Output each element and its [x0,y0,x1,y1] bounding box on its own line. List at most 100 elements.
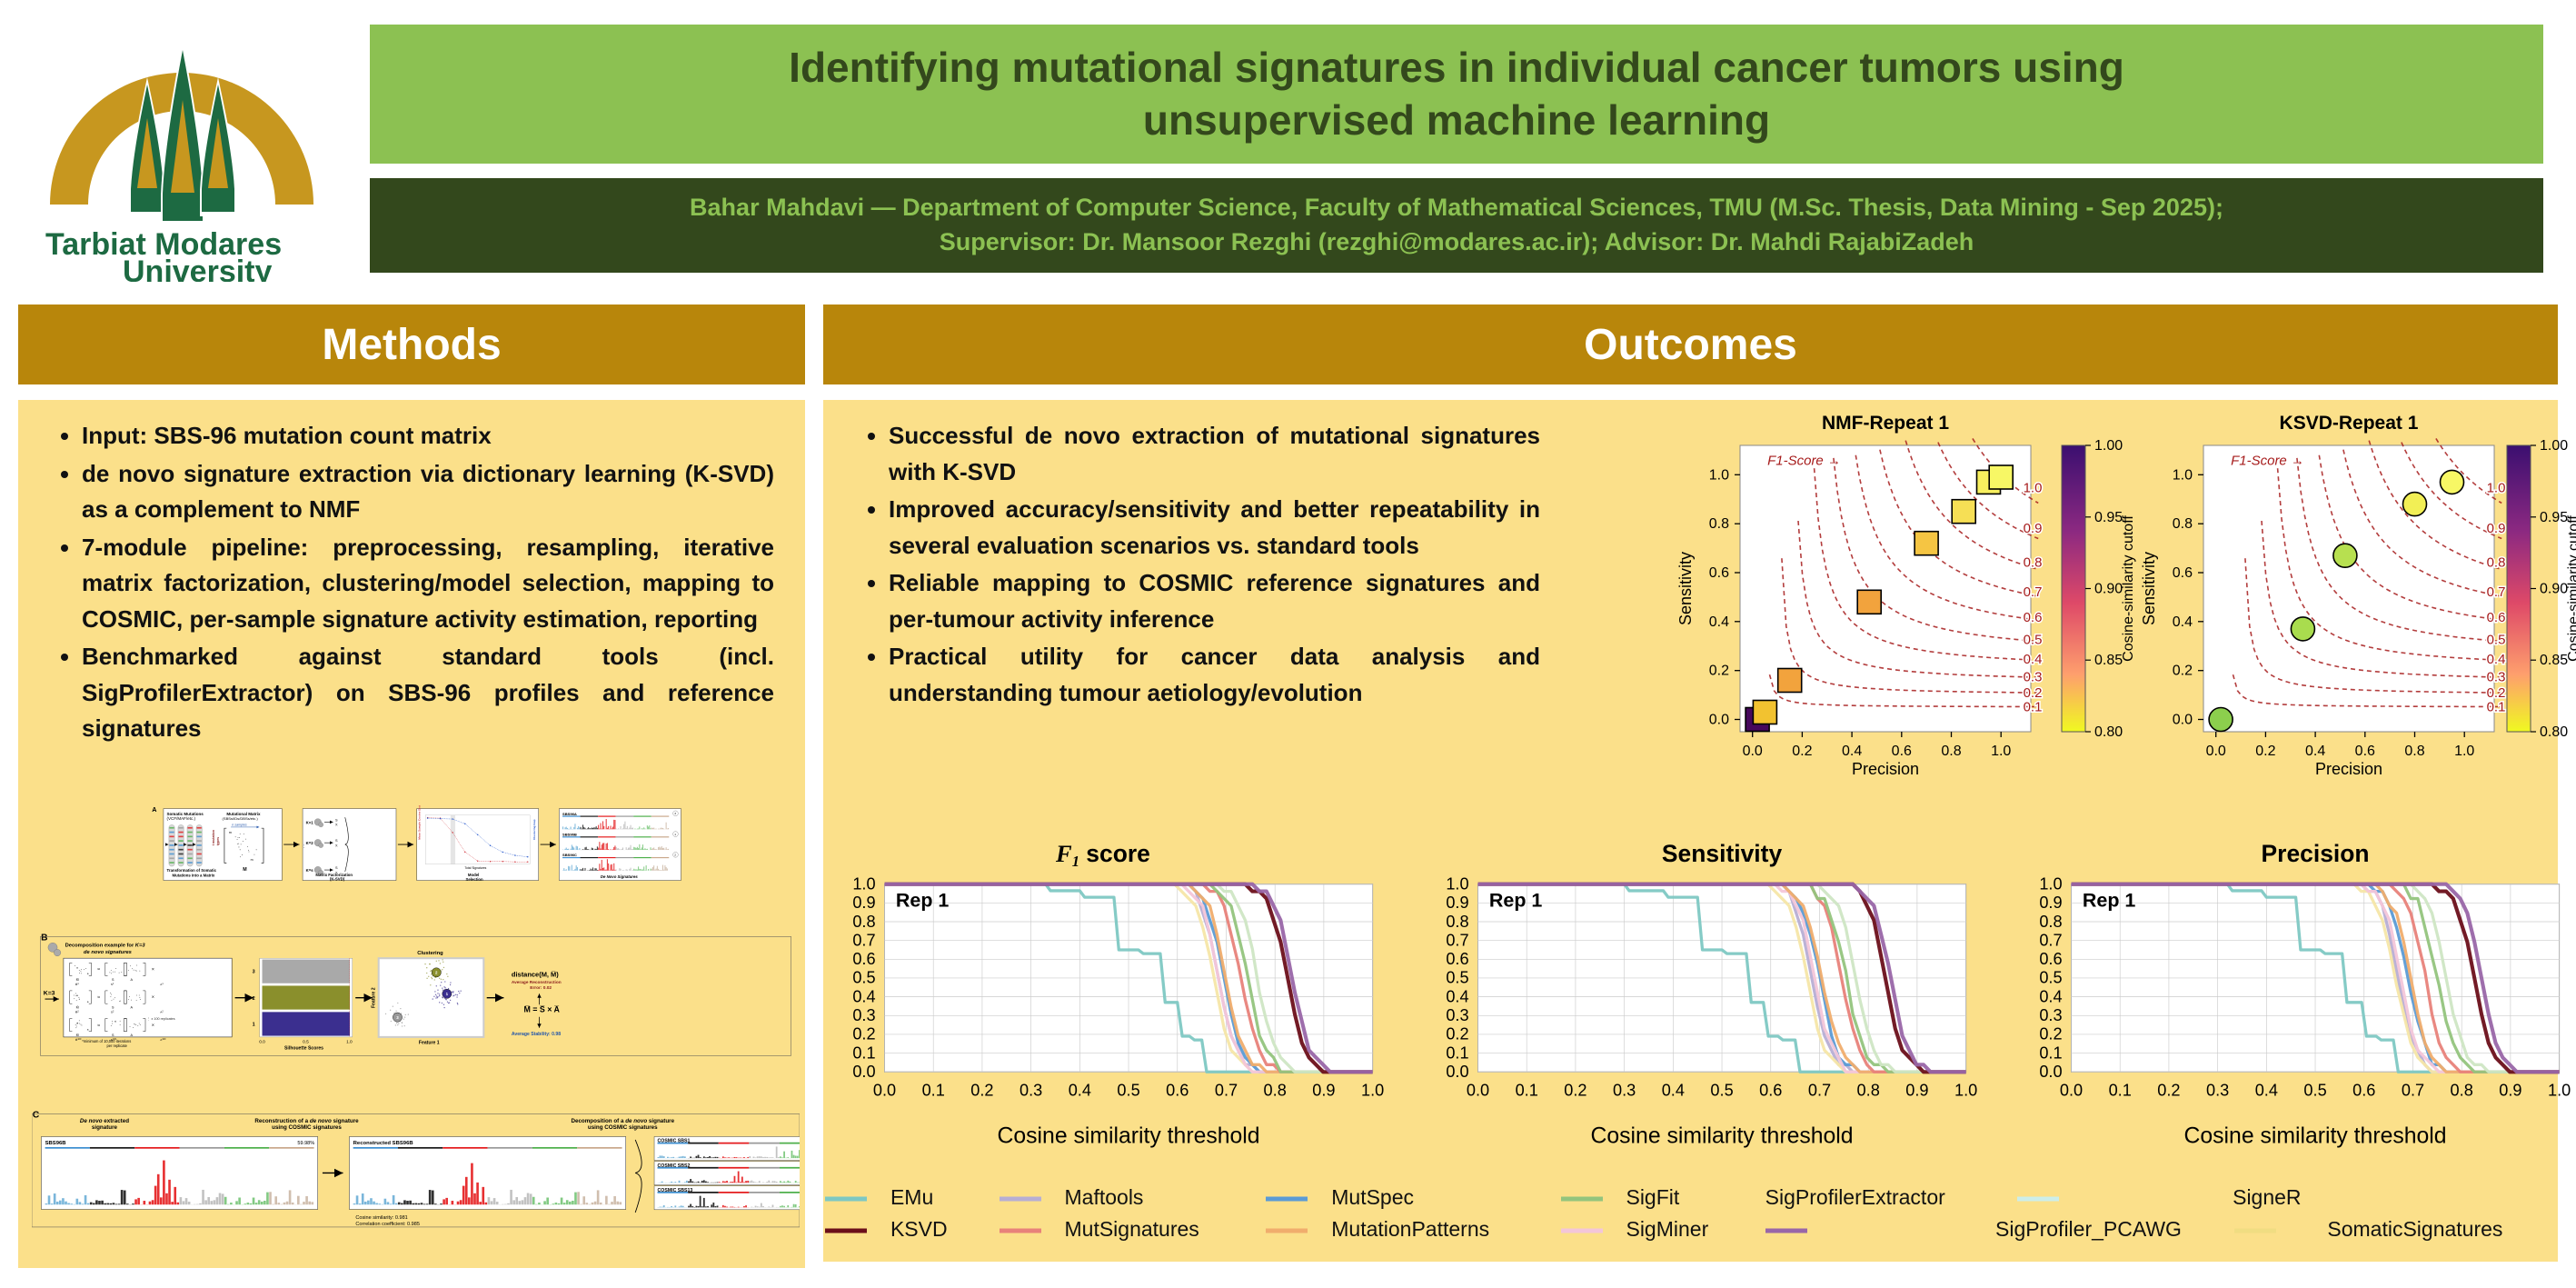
svg-text:0.8: 0.8 [1941,744,1961,759]
svg-text:0.4: 0.4 [852,987,875,1005]
svg-text:1.0: 1.0 [2173,467,2193,483]
svg-text:Precision: Precision [1852,760,1919,778]
svg-text:1.0: 1.0 [852,874,875,893]
svg-text:0.5: 0.5 [2303,1082,2326,1100]
svg-text:Error: 0.02: Error: 0.02 [530,985,552,991]
svg-text:Cosine similarity threshold: Cosine similarity threshold [998,1124,1260,1149]
svg-text:0.6: 0.6 [2352,1082,2375,1100]
svg-text:59.98%: 59.98% [297,1141,314,1146]
svg-text:1.0: 1.0 [2548,1082,2571,1100]
svg-text:a: a [76,965,78,969]
svg-text:A100: A100 [160,1037,166,1042]
svg-text:Sensitivity: Sensitivity [2140,552,2158,625]
svg-text:1.0: 1.0 [1446,874,1468,893]
svg-text:Precision: Precision [2262,840,2370,867]
svg-text:Model: Model [468,873,479,877]
svg-text:2: 2 [253,996,255,1002]
svg-text:0.9: 0.9 [1446,894,1468,912]
svg-text:0.7: 0.7 [852,931,875,949]
svg-text:types: types [216,837,220,845]
svg-text:Mutational Matrix: Mutational Matrix [226,812,261,816]
svg-text:m: m [229,831,232,834]
svg-text:0.6: 0.6 [1166,1082,1189,1100]
svg-text:0.0: 0.0 [2060,1082,2083,1100]
svg-text:0.85: 0.85 [2094,653,2123,668]
svg-text:0.1: 0.1 [1446,1043,1468,1062]
svg-text:0.8: 0.8 [1446,913,1468,931]
svg-text:0.4: 0.4 [2255,1082,2278,1100]
svg-text:Clustering: Clustering [417,951,443,956]
svg-text:M̂100: M̂100 [75,1037,82,1042]
svg-text:0.1: 0.1 [1516,1082,1538,1100]
svg-text:0.85: 0.85 [2540,653,2568,668]
svg-text:0.9: 0.9 [2024,521,2043,536]
svg-text:C: C [33,1111,40,1121]
svg-text:Mutations into a Matrix: Mutations into a Matrix [173,873,215,877]
svg-text:0.2: 0.2 [1792,744,1812,759]
svg-text:using COSMIC signatures: using COSMIC signatures [272,1124,342,1131]
svg-text:0.8: 0.8 [2173,516,2193,532]
svg-text:1: 1 [253,1022,255,1027]
svg-text:0.0: 0.0 [2173,713,2193,728]
svg-text:m: m [251,858,254,862]
svg-text:≈: ≈ [97,995,100,1001]
svg-text:1.0: 1.0 [346,1040,353,1045]
svg-text:0.7: 0.7 [1808,1082,1831,1100]
svg-text:0.9: 0.9 [1905,1082,1928,1100]
svg-text:0.5: 0.5 [1446,969,1468,987]
svg-text:0.9: 0.9 [1312,1082,1335,1100]
svg-text:1.0: 1.0 [1709,467,1729,483]
svg-text:Cosine similarity threshold: Cosine similarity threshold [1591,1124,1854,1149]
svg-text:0.80: 0.80 [2540,724,2568,740]
svg-text:⋮ x 100 replicates: ⋮ x 100 replicates [147,1017,175,1021]
svg-text:Reconstructed SBS96B: Reconstructed SBS96B [353,1141,413,1146]
svg-text:Mean Sample Cosine Distance: Mean Sample Cosine Distance [417,805,421,840]
svg-text:distance(M, M̅): distance(M, M̅) [512,971,559,979]
svg-text:0.0: 0.0 [873,1082,896,1100]
svg-text:3: 3 [253,970,255,975]
svg-text:F1 score: F1 score [1055,840,1150,870]
svg-text:Clustering Gap: Clustering Gap [532,819,536,839]
svg-text:0.8: 0.8 [1857,1082,1880,1100]
svg-text:≈: ≈ [97,967,100,973]
svg-text:Cosine-similarity cutoff: Cosine-similarity cutoff [2566,515,2576,662]
svg-text:de novo signatures: de novo signatures [84,950,133,955]
svg-text:0.1: 0.1 [2109,1082,2132,1100]
svg-text:0.2: 0.2 [2024,685,2043,701]
svg-text:SBS96A: SBS96A [562,812,577,816]
svg-text:De Novo Signatures: De Novo Signatures [601,874,638,879]
svg-text:Correlation coefficient: 0.985: Correlation coefficient: 0.985 [355,1222,420,1227]
svg-text:0.8: 0.8 [852,913,875,931]
svg-text:0.8: 0.8 [2404,744,2424,759]
svg-text:0.5: 0.5 [1117,1082,1139,1100]
svg-text:K=1: K=1 [306,820,314,824]
svg-text:0.5: 0.5 [303,1040,309,1045]
svg-text:1.0: 1.0 [2039,874,2062,893]
svg-text:0.7: 0.7 [2402,1082,2424,1100]
svg-text:0.4: 0.4 [1842,744,1862,759]
svg-text:F1-Score →: F1-Score → [1767,454,1841,469]
svg-text:0.9: 0.9 [852,894,875,912]
svg-text:×: × [152,995,154,1001]
svg-text:1.00: 1.00 [2540,438,2568,454]
svg-text:0.9: 0.9 [2039,894,2062,912]
svg-text:0.0: 0.0 [2206,744,2226,759]
svg-text:M̂: M̂ [76,1033,79,1038]
svg-text:0.6: 0.6 [1446,950,1468,968]
svg-text:SBS96B: SBS96B [562,833,577,837]
svg-text:0.8: 0.8 [2039,913,2062,931]
svg-text:0.9: 0.9 [2499,1082,2521,1100]
svg-text:0.5: 0.5 [1710,1082,1733,1100]
svg-text:0.7: 0.7 [1446,931,1468,949]
svg-text:0.8: 0.8 [2024,555,2043,571]
svg-text:0.4: 0.4 [2039,987,2062,1005]
svg-text:0.7: 0.7 [1215,1082,1238,1100]
svg-text:0.2: 0.2 [852,1025,875,1043]
svg-text:t mutation: t mutation [212,830,215,845]
svg-text:M̂: M̂ [76,1005,79,1010]
svg-text:Decomposition of a de novo sig: Decomposition of a de novo signature [571,1118,674,1124]
svg-text:0.4: 0.4 [1709,614,1729,630]
svg-text:0.1: 0.1 [2039,1043,2062,1062]
svg-text:0.3: 0.3 [1019,1082,1042,1100]
svg-text:0.6: 0.6 [1759,1082,1782,1100]
